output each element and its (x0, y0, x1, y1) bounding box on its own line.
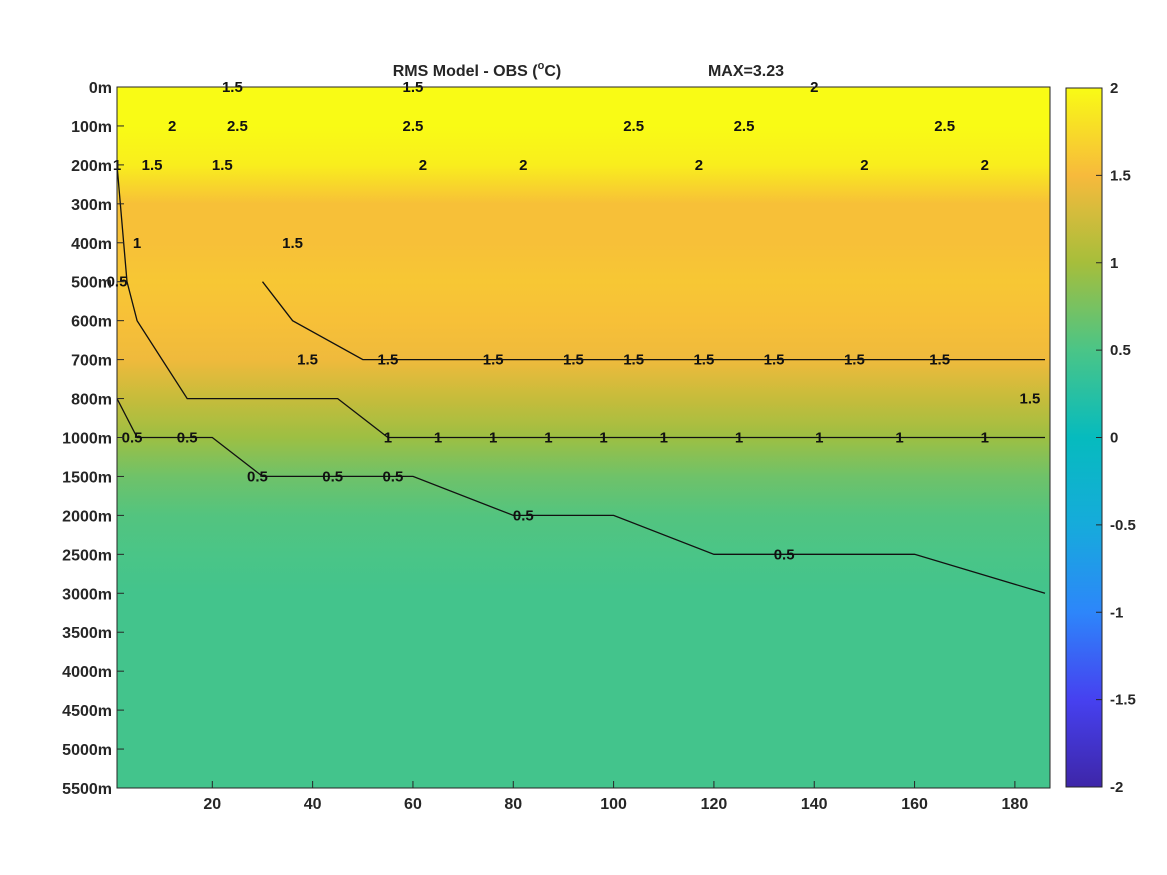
max-label: MAX=3.23 (708, 63, 784, 80)
contour-label: 2 (419, 157, 427, 174)
contour-line-1_5 (261, 281, 1045, 361)
contour-label: 1 (544, 430, 552, 447)
contour-label: 1.5 (377, 352, 398, 369)
y-tick-label: 300m (71, 197, 112, 214)
contour-label: 1 (133, 235, 141, 252)
contour-label: 1 (489, 430, 497, 447)
contour-line-1 (117, 164, 1045, 439)
colorbar-tick-label: 2 (1110, 80, 1118, 97)
y-tick-label: 0m (89, 80, 112, 97)
contour-label: 2.5 (227, 118, 248, 135)
contour-label: 1.5 (212, 157, 233, 174)
colorbar-tick-label: -2 (1110, 779, 1123, 796)
contour-label: 2 (981, 157, 989, 174)
y-tick-label: 600m (71, 314, 112, 331)
y-tick-label: 4500m (62, 703, 112, 720)
contour-label: 2.5 (734, 118, 755, 135)
x-tick-label: 180 (1002, 796, 1029, 813)
contour-label: 1.5 (297, 352, 318, 369)
contour-label: 1 (895, 430, 903, 447)
y-tick-label: 2500m (62, 547, 112, 564)
y-axis: 0m 100m 200m 300m 400m 500m 600m 700m 800m 1000m 1… (62, 80, 124, 798)
y-tick-label: 100m (71, 119, 112, 136)
colorbar-tick-label: 1 (1110, 255, 1118, 272)
contour-label: 0.5 (513, 507, 534, 524)
y-tick-label: 700m (71, 353, 112, 370)
contour-label: 1.5 (483, 352, 504, 369)
contour-label: 2 (695, 157, 703, 174)
contour-label: 1 (384, 430, 392, 447)
y-tick-label: 5500m (62, 781, 112, 798)
contour-label: 1 (981, 430, 989, 447)
contour-label: 1.5 (844, 352, 865, 369)
contour-label: 2.5 (403, 118, 424, 135)
contour-label: 1 (815, 430, 823, 447)
contour-label: 0.5 (322, 468, 343, 485)
x-tick-label: 140 (801, 796, 828, 813)
x-axis: 20 40 60 80 100 120 140 160 180 (203, 781, 1028, 813)
y-tick-label: 400m (71, 236, 112, 253)
x-tick-label: 100 (600, 796, 627, 813)
colorbar-tick-label: -0.5 (1110, 517, 1136, 534)
contour-label: 0.5 (177, 430, 198, 447)
y-tick-label: 1500m (62, 469, 112, 486)
x-tick-label: 160 (901, 796, 928, 813)
contour-label: 1 (599, 430, 607, 447)
contour-label: 1 (735, 430, 743, 447)
x-tick-label: 40 (304, 796, 322, 813)
contour-label: 1 (660, 430, 668, 447)
x-tick-label: 20 (203, 796, 221, 813)
y-tick-label: 800m (71, 392, 112, 409)
colorbar-tick-label: -1 (1110, 604, 1123, 621)
chart-title: RMS Model - OBS (oC) (393, 60, 562, 80)
contour-label: 1.5 (282, 235, 303, 252)
y-tick-label: 500m (71, 275, 112, 292)
x-tick-label: 60 (404, 796, 422, 813)
contour-label: 2 (860, 157, 868, 174)
contour-label: 2.5 (934, 118, 955, 135)
contour-label: 1.5 (693, 352, 714, 369)
colorbar-axis: 2 1.5 1 0.5 0 -0.5 -1 -1.5 -2 (1096, 80, 1136, 796)
contour-label: 0.5 (122, 430, 143, 447)
colorbar-tick-label: 0 (1110, 430, 1118, 447)
contour-label: 2 (519, 157, 527, 174)
contour-label: 0.5 (382, 468, 403, 485)
colorbar-tick-label: -1.5 (1110, 692, 1136, 709)
contour-label: 0.5 (774, 546, 795, 563)
y-tick-label: 5000m (62, 742, 112, 759)
contour-label: 1 (434, 430, 442, 447)
contour-label: 2.5 (623, 118, 644, 135)
y-tick-label: 1000m (62, 431, 112, 448)
contour-line-0_5 (117, 398, 1046, 594)
contour-label: 1.5 (623, 352, 644, 369)
y-tick-label: 4000m (62, 664, 112, 681)
y-tick-label: 3000m (62, 586, 112, 603)
x-tick-label: 80 (504, 796, 522, 813)
contour-label: 1.5 (142, 157, 163, 174)
contour-label: 1.5 (563, 352, 584, 369)
contour-lines (117, 164, 1046, 594)
contour-label: 1.5 (929, 352, 950, 369)
contour-label: 1.5 (764, 352, 785, 369)
colorbar-tick-label: 0.5 (1110, 342, 1131, 359)
y-tick-label: 2000m (62, 508, 112, 525)
contour-label: 2 (168, 118, 176, 135)
contour-label: 1.5 (1020, 391, 1041, 408)
colorbar-tick-label: 1.5 (1110, 167, 1131, 184)
contour-label: 0.5 (247, 468, 268, 485)
x-tick-label: 120 (701, 796, 728, 813)
y-tick-label: 3500m (62, 625, 112, 642)
y-tick-label: 200m (71, 158, 112, 175)
